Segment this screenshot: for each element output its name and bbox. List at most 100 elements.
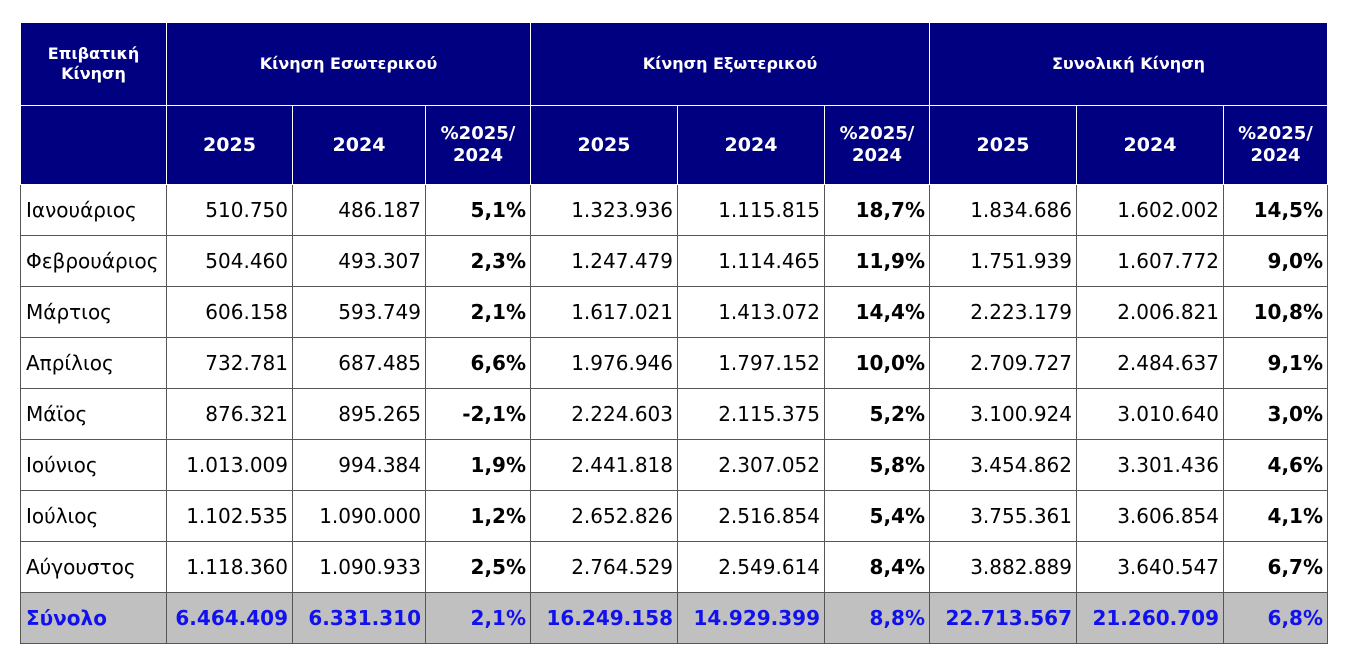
year-2025-header: 2025 [929, 105, 1077, 185]
cell-domestic-pct: 2,5% [425, 541, 531, 593]
cell-total-2024: 3.010.640 [1076, 388, 1224, 440]
cell-domestic-2025: 6.464.409 [166, 592, 293, 644]
cell-international-2025: 2.764.529 [530, 541, 678, 593]
cell-domestic-2024: 687.485 [292, 337, 426, 389]
cell-domestic-2024: 486.187 [292, 184, 426, 236]
cell-total-2024: 3.301.436 [1076, 439, 1224, 491]
cell-total-2025: 2.223.179 [929, 286, 1077, 338]
empty-header-cell [20, 105, 167, 185]
year-2024-header: 2024 [292, 105, 426, 185]
pct-change-header: %2025/ 2024 [824, 105, 930, 185]
cell-domestic-2025: 1.013.009 [166, 439, 293, 491]
cell-total-pct: 4,6% [1223, 439, 1328, 491]
cell-international-pct: 5,2% [824, 388, 930, 440]
cell-month: Ιανουάριος [20, 184, 167, 236]
cell-domestic-2025: 1.118.360 [166, 541, 293, 593]
total-traffic-header: Συνολική Κίνηση [929, 22, 1328, 106]
cell-total-2024: 3.606.854 [1076, 490, 1224, 542]
cell-domestic-pct: 6,6% [425, 337, 531, 389]
cell-domestic-2024: 6.331.310 [292, 592, 426, 644]
cell-international-pct: 10,0% [824, 337, 930, 389]
table-row: Απρίλιος 732.781 687.485 6,6% 1.976.946 1.797… [20, 337, 1328, 389]
cell-domestic-2025: 510.750 [166, 184, 293, 236]
pct-change-header: %2025/ 2024 [425, 105, 531, 185]
international-traffic-header: Κίνηση Εξωτερικού [530, 22, 930, 106]
cell-international-pct: 5,8% [824, 439, 930, 491]
cell-domestic-2025: 606.158 [166, 286, 293, 338]
cell-international-2024: 1.114.465 [677, 235, 825, 287]
cell-international-pct: 14,4% [824, 286, 930, 338]
table-row: Ιούλιος 1.102.535 1.090.000 1,2% 2.652.826 2.… [20, 490, 1328, 542]
table-row: Αύγουστος 1.118.360 1.090.933 2,5% 2.764.529… [20, 541, 1328, 593]
cell-international-pct: 8,8% [824, 592, 930, 644]
table-row: Φεβρουάριος 504.460 493.307 2,3% 1.247.479 1.… [20, 235, 1328, 287]
cell-international-2024: 2.307.052 [677, 439, 825, 491]
cell-international-2025: 1.323.936 [530, 184, 678, 236]
cell-domestic-2024: 1.090.000 [292, 490, 426, 542]
header-row-years: 2025 2024 %2025/ 2024 2025 2024 %2025/ 2… [20, 105, 1328, 185]
cell-international-2024: 1.413.072 [677, 286, 825, 338]
cell-total-2025: 3.755.361 [929, 490, 1077, 542]
cell-month: Σύνολο [20, 592, 167, 644]
cell-month: Μάϊος [20, 388, 167, 440]
cell-domestic-pct: 1,9% [425, 439, 531, 491]
cell-international-2025: 1.617.021 [530, 286, 678, 338]
cell-domestic-pct: 2,1% [425, 592, 531, 644]
year-2025-header: 2025 [166, 105, 293, 185]
cell-domestic-2025: 1.102.535 [166, 490, 293, 542]
cell-international-2025: 1.976.946 [530, 337, 678, 389]
year-2025-header: 2025 [530, 105, 678, 185]
cell-total-pct: 9,0% [1223, 235, 1328, 287]
cell-domestic-pct: 5,1% [425, 184, 531, 236]
cell-international-pct: 5,4% [824, 490, 930, 542]
cell-total-2024: 1.607.772 [1076, 235, 1224, 287]
cell-international-2025: 16.249.158 [530, 592, 678, 644]
cell-total-2025: 1.751.939 [929, 235, 1077, 287]
cell-total-pct: 10,8% [1223, 286, 1328, 338]
cell-international-2025: 2.441.818 [530, 439, 678, 491]
cell-total-2025: 3.882.889 [929, 541, 1077, 593]
cell-domestic-2025: 732.781 [166, 337, 293, 389]
cell-total-2024: 21.260.709 [1076, 592, 1224, 644]
cell-domestic-2024: 895.265 [292, 388, 426, 440]
row-label-header: Επιβατική Κίνηση [20, 22, 167, 106]
cell-total-2025: 22.713.567 [929, 592, 1077, 644]
cell-total-pct: 6,7% [1223, 541, 1328, 593]
cell-domestic-pct: 1,2% [425, 490, 531, 542]
cell-total-2024: 2.484.637 [1076, 337, 1224, 389]
passenger-traffic-table-wrapper: Επιβατική Κίνηση Κίνηση Εσωτερικού Κίνησ… [20, 22, 1328, 644]
pct-change-header: %2025/ 2024 [1223, 105, 1328, 185]
cell-domestic-pct: 2,1% [425, 286, 531, 338]
cell-international-2024: 1.797.152 [677, 337, 825, 389]
cell-international-pct: 18,7% [824, 184, 930, 236]
cell-total-2024: 1.602.002 [1076, 184, 1224, 236]
table-row: Ιανουάριος 510.750 486.187 5,1% 1.323.936 1.1… [20, 184, 1328, 236]
cell-domestic-pct: -2,1% [425, 388, 531, 440]
year-2024-header: 2024 [677, 105, 825, 185]
cell-month: Ιούλιος [20, 490, 167, 542]
cell-total-pct: 9,1% [1223, 337, 1328, 389]
cell-international-2024: 2.516.854 [677, 490, 825, 542]
table-row: Μάρτιος 606.158 593.749 2,1% 1.617.021 1.413.… [20, 286, 1328, 338]
cell-international-2024: 2.549.614 [677, 541, 825, 593]
cell-total-2025: 3.100.924 [929, 388, 1077, 440]
cell-month: Μάρτιος [20, 286, 167, 338]
cell-domestic-2024: 593.749 [292, 286, 426, 338]
cell-total-pct: 6,8% [1223, 592, 1328, 644]
table-row: Μάϊος 876.321 895.265 -2,1% 2.224.603 2.115.3… [20, 388, 1328, 440]
cell-domestic-2024: 493.307 [292, 235, 426, 287]
cell-total-2025: 2.709.727 [929, 337, 1077, 389]
domestic-traffic-header: Κίνηση Εσωτερικού [166, 22, 531, 106]
cell-international-2024: 2.115.375 [677, 388, 825, 440]
cell-total-2024: 3.640.547 [1076, 541, 1224, 593]
cell-domestic-pct: 2,3% [425, 235, 531, 287]
cell-month: Αύγουστος [20, 541, 167, 593]
table-row: Ιούνιος 1.013.009 994.384 1,9% 2.441.818 2.30… [20, 439, 1328, 491]
cell-international-2024: 1.115.815 [677, 184, 825, 236]
cell-domestic-2025: 504.460 [166, 235, 293, 287]
cell-total-2024: 2.006.821 [1076, 286, 1224, 338]
cell-total-2025: 1.834.686 [929, 184, 1077, 236]
cell-month: Ιούνιος [20, 439, 167, 491]
total-row: Σύνολο 6.464.409 6.331.310 2,1% 16.249.158 14… [20, 592, 1328, 644]
cell-month: Απρίλιος [20, 337, 167, 389]
